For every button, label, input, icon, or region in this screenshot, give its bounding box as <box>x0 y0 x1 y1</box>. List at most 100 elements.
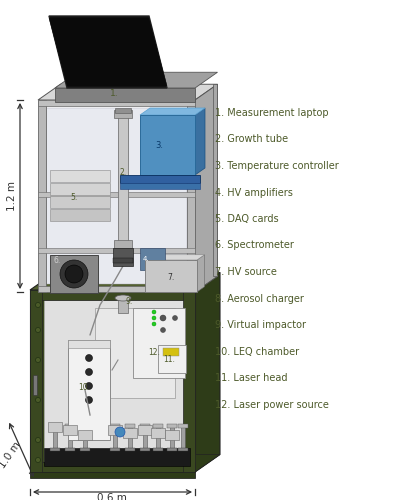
Circle shape <box>85 354 93 362</box>
Circle shape <box>185 453 189 457</box>
Polygon shape <box>30 290 195 472</box>
Bar <box>114 110 132 118</box>
Bar <box>55 88 195 102</box>
Circle shape <box>35 328 40 332</box>
Bar <box>158 345 186 373</box>
Polygon shape <box>195 84 218 292</box>
Text: 8. Aerosol charger: 8. Aerosol charger <box>215 294 304 304</box>
Bar <box>38 286 195 292</box>
Bar <box>44 300 190 466</box>
Bar <box>108 425 122 435</box>
Bar <box>125 448 135 451</box>
Bar <box>63 425 77 435</box>
Polygon shape <box>49 18 167 86</box>
Bar <box>120 183 200 189</box>
Bar <box>145 260 197 292</box>
Bar <box>48 422 62 432</box>
Bar <box>80 448 90 451</box>
Bar <box>65 448 75 451</box>
Circle shape <box>35 438 40 442</box>
Circle shape <box>85 382 93 390</box>
Circle shape <box>185 338 189 342</box>
Circle shape <box>65 265 83 283</box>
Circle shape <box>173 316 178 320</box>
Bar <box>68 340 110 348</box>
Bar <box>65 424 75 428</box>
Bar <box>163 348 179 356</box>
Bar <box>133 308 185 378</box>
Bar <box>33 375 37 395</box>
Polygon shape <box>30 272 220 290</box>
Bar <box>140 115 195 175</box>
Bar <box>178 448 188 451</box>
Circle shape <box>160 315 166 321</box>
Bar <box>170 426 174 448</box>
Text: 6. Spectrometer: 6. Spectrometer <box>215 240 294 250</box>
Circle shape <box>185 378 189 382</box>
Polygon shape <box>195 108 205 175</box>
Bar <box>125 424 135 428</box>
Text: 2. Growth tube: 2. Growth tube <box>215 134 288 144</box>
Circle shape <box>115 427 125 437</box>
Circle shape <box>185 303 189 307</box>
Polygon shape <box>140 108 205 115</box>
Text: 5. DAQ cards: 5. DAQ cards <box>215 214 279 224</box>
Bar <box>44 448 190 466</box>
Bar <box>120 175 200 183</box>
Bar <box>143 426 147 448</box>
Circle shape <box>35 358 40 362</box>
Bar <box>153 448 163 451</box>
Bar <box>110 448 120 451</box>
Bar <box>30 290 42 472</box>
Bar <box>115 108 131 113</box>
Bar <box>80 424 90 428</box>
Bar <box>30 290 195 300</box>
Bar <box>165 430 179 440</box>
Bar <box>38 100 195 106</box>
Text: 4. HV amplifiers: 4. HV amplifiers <box>215 188 293 198</box>
Text: 3.: 3. <box>155 141 163 150</box>
Text: 12.: 12. <box>148 348 160 357</box>
Circle shape <box>35 458 40 462</box>
Bar <box>53 426 57 448</box>
Bar <box>30 462 195 472</box>
Circle shape <box>152 310 156 314</box>
Circle shape <box>35 398 40 402</box>
Polygon shape <box>30 454 220 472</box>
Bar <box>156 426 160 448</box>
Bar <box>31 370 39 400</box>
Text: 11.: 11. <box>163 355 175 364</box>
Bar <box>128 426 132 448</box>
Polygon shape <box>195 272 220 472</box>
Polygon shape <box>38 84 218 100</box>
Bar <box>140 424 150 428</box>
Bar <box>50 196 110 208</box>
Polygon shape <box>49 16 167 88</box>
Circle shape <box>35 302 40 308</box>
Text: 1.2 m: 1.2 m <box>7 181 17 211</box>
Bar <box>50 209 110 221</box>
Bar <box>68 340 110 440</box>
Circle shape <box>152 316 156 320</box>
Text: 4.: 4. <box>143 256 150 262</box>
Text: 1.0 m: 1.0 m <box>0 440 23 470</box>
Polygon shape <box>197 255 204 292</box>
Bar <box>110 424 120 428</box>
Bar <box>138 425 152 435</box>
Bar <box>140 248 165 270</box>
Polygon shape <box>214 84 218 276</box>
Text: 1.: 1. <box>110 89 118 98</box>
Bar <box>68 426 72 448</box>
Bar <box>140 448 150 451</box>
Bar <box>50 448 60 451</box>
Bar <box>83 426 87 448</box>
Text: 1. Measurement laptop: 1. Measurement laptop <box>215 108 329 118</box>
Text: 5.: 5. <box>70 193 77 202</box>
Bar <box>50 170 110 182</box>
Text: 6.: 6. <box>54 256 61 265</box>
Circle shape <box>60 260 88 288</box>
Text: 11. Laser head: 11. Laser head <box>215 373 287 383</box>
Text: 10.: 10. <box>78 383 90 392</box>
Bar <box>123 428 137 438</box>
Bar <box>30 472 195 478</box>
